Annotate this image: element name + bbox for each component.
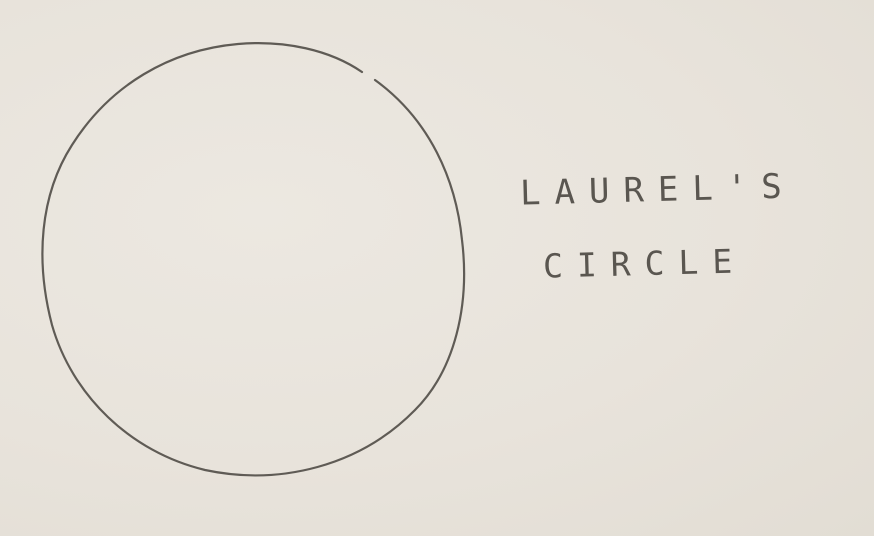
caption-line-2: CIRCLE <box>542 241 747 286</box>
hand-drawn-circle <box>41 42 466 477</box>
caption-line-1: LAUREL'S <box>519 166 797 214</box>
